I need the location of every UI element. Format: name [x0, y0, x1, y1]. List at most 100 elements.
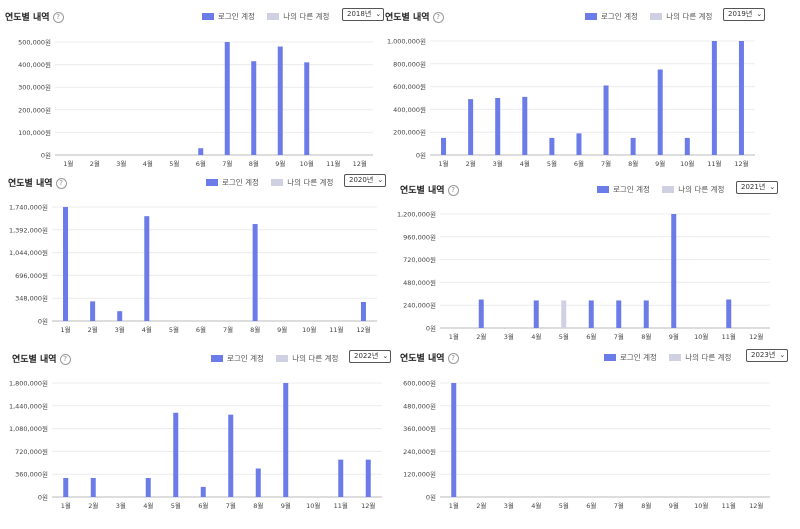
bar-login[interactable] — [738, 41, 744, 155]
bar-login[interactable] — [251, 61, 257, 155]
chevron-down-icon: ⌄ — [779, 351, 786, 359]
chart-legend: 로그인 계정 나의 다른 계정 — [585, 11, 722, 22]
bar-login[interactable] — [63, 207, 69, 321]
legend-other[interactable]: 나의 다른 계정 — [276, 354, 338, 363]
bar-login[interactable] — [360, 302, 366, 321]
bar-login[interactable] — [277, 46, 283, 155]
x-tick-label: 5월 — [169, 325, 179, 334]
bar-login[interactable] — [684, 137, 690, 155]
chevron-down-icon: ⌄ — [377, 176, 384, 184]
y-tick-label: 360,000원 — [403, 424, 436, 433]
x-tick-label: 6월 — [586, 332, 596, 341]
year-select[interactable]: 2018년 ⌄ — [342, 8, 385, 21]
legend-swatch-login — [597, 186, 609, 193]
help-icon[interactable]: ? — [447, 353, 459, 364]
bar-login[interactable] — [522, 96, 528, 155]
help-icon[interactable]: ? — [55, 178, 67, 189]
bar-login[interactable] — [90, 478, 96, 497]
bar-login[interactable] — [468, 99, 474, 155]
x-tick-label: 3월 — [115, 325, 125, 334]
year-select[interactable]: 2022년 ⌄ — [349, 350, 392, 363]
bar-login[interactable] — [495, 98, 501, 155]
x-tick-label: 3월 — [493, 159, 503, 168]
bar-login[interactable] — [603, 85, 609, 155]
bar-login[interactable] — [338, 459, 344, 497]
bar-login[interactable] — [304, 62, 310, 156]
bar-login[interactable] — [549, 137, 555, 155]
legend-login-label: 로그인 계정 — [601, 12, 638, 21]
bar-login[interactable] — [198, 148, 204, 155]
y-tick-label: 0원 — [38, 317, 48, 326]
year-select[interactable]: 2023년 ⌄ — [746, 349, 789, 362]
x-tick-label: 1월 — [449, 501, 459, 510]
help-icon[interactable]: ? — [447, 185, 459, 196]
bar-login[interactable] — [441, 137, 447, 155]
x-tick-label: 4월 — [142, 325, 152, 334]
y-tick-label: 400,000원 — [393, 105, 426, 114]
y-tick-label: 240,000원 — [403, 301, 436, 310]
x-tick-label: 10월 — [300, 159, 314, 168]
legend-other[interactable]: 나의 다른 계정 — [650, 12, 712, 21]
bar-login[interactable] — [616, 300, 622, 328]
bar-login[interactable] — [224, 42, 230, 155]
bar-login[interactable] — [576, 133, 582, 155]
bar-login[interactable] — [533, 300, 539, 328]
bar-login[interactable] — [90, 301, 96, 321]
x-tick-label: 12월 — [749, 332, 763, 341]
help-icon[interactable]: ? — [432, 12, 444, 23]
x-tick-label: 7월 — [614, 332, 624, 341]
x-tick-label: 10월 — [302, 325, 316, 334]
bar-login[interactable] — [255, 468, 261, 498]
bar-login[interactable] — [643, 300, 649, 328]
legend-other[interactable]: 나의 다른 계정 — [271, 178, 333, 187]
x-tick-label: 12월 — [353, 159, 367, 168]
legend-other[interactable]: 나의 다른 계정 — [267, 12, 329, 21]
bar-login[interactable] — [451, 383, 457, 497]
bar-other[interactable] — [561, 300, 567, 328]
bar-login[interactable] — [252, 224, 258, 321]
year-select-value: 2018년 — [347, 10, 372, 18]
bar-login[interactable] — [63, 478, 69, 497]
legend-other-label: 나의 다른 계정 — [287, 178, 334, 187]
bar-login[interactable] — [657, 69, 663, 156]
bar-login[interactable] — [588, 300, 594, 328]
bar-login[interactable] — [630, 137, 636, 155]
bar-login[interactable] — [726, 299, 732, 329]
legend-login[interactable]: 로그인 계정 — [604, 353, 657, 362]
legend-login[interactable]: 로그인 계정 — [597, 185, 650, 194]
bar-login[interactable] — [283, 383, 289, 497]
y-tick-label: 400,000원 — [18, 60, 51, 69]
legend-login[interactable]: 로그인 계정 — [211, 354, 264, 363]
x-tick-label: 5월 — [171, 501, 181, 510]
x-tick-label: 11월 — [329, 325, 343, 334]
bar-login[interactable] — [200, 486, 206, 497]
bar-login[interactable] — [173, 412, 179, 497]
year-select[interactable]: 2021년 ⌄ — [736, 181, 779, 194]
chart-legend: 로그인 계정 나의 다른 계정 — [211, 353, 348, 364]
bar-login[interactable] — [144, 216, 150, 321]
bar-login[interactable] — [117, 311, 123, 321]
bar-login[interactable] — [478, 299, 484, 329]
bar-login[interactable] — [365, 459, 371, 497]
legend-other[interactable]: 나의 다른 계정 — [662, 185, 724, 194]
legend-login[interactable]: 로그인 계정 — [206, 178, 259, 187]
year-select[interactable]: 2020년 ⌄ — [344, 174, 387, 187]
year-select[interactable]: 2019년 ⌄ — [723, 8, 766, 21]
legend-other[interactable]: 나의 다른 계정 — [669, 353, 731, 362]
legend-other-label: 나의 다른 계정 — [685, 353, 732, 362]
y-tick-label: 600,000원 — [393, 82, 426, 91]
x-tick-label: 1월 — [61, 501, 71, 510]
legend-login[interactable]: 로그인 계정 — [585, 12, 638, 21]
bar-login[interactable] — [711, 41, 717, 155]
help-icon[interactable]: ? — [52, 12, 64, 23]
x-tick-label: 4월 — [531, 501, 541, 510]
bar-login[interactable] — [145, 478, 151, 497]
bar-login[interactable] — [671, 214, 677, 328]
x-tick-label: 11월 — [707, 159, 721, 168]
help-icon[interactable]: ? — [59, 354, 71, 365]
y-tick-label: 1,440,000원 — [9, 401, 48, 410]
legend-login[interactable]: 로그인 계정 — [202, 12, 255, 21]
y-tick-label: 800,000원 — [393, 59, 426, 68]
bar-login[interactable] — [228, 414, 234, 497]
x-tick-label: 5월 — [169, 159, 179, 168]
